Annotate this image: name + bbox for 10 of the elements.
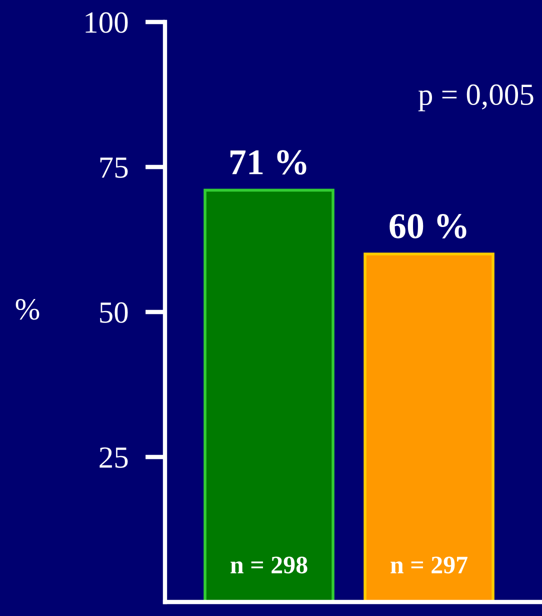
annotation: n = 298 — [230, 556, 308, 574]
data-label: 71 % — [230, 150, 306, 175]
y-tick-label: 100 — [86, 12, 128, 33]
data-label: 60 % — [390, 214, 466, 238]
annotation: p = 0,005 — [418, 84, 534, 112]
annotation: n = 297 — [390, 556, 468, 574]
y-tick-label: 50 — [100, 302, 128, 323]
y-axis-title: % — [16, 299, 40, 320]
y-tick-label: 25 — [100, 447, 128, 468]
y-tick-label: 75 — [100, 158, 128, 178]
